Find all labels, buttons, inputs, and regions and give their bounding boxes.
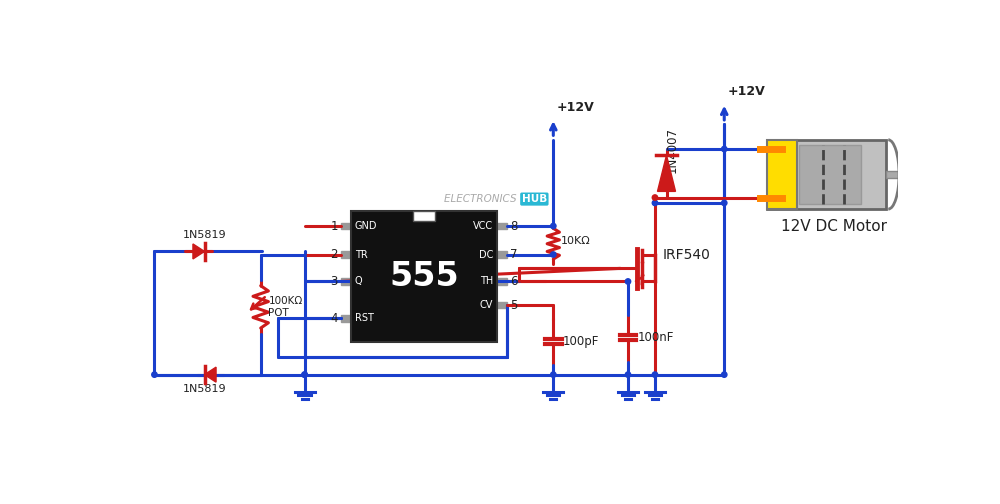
Bar: [799, 145, 861, 204]
Circle shape: [625, 372, 631, 377]
Polygon shape: [205, 367, 216, 382]
Bar: [886, 170, 905, 178]
Text: 1N4007: 1N4007: [666, 128, 679, 173]
Bar: [351, 211, 497, 342]
Bar: [767, 140, 797, 209]
Circle shape: [152, 372, 157, 377]
Text: GND: GND: [355, 221, 377, 231]
Text: VCC: VCC: [473, 221, 493, 231]
Text: 6: 6: [510, 275, 518, 288]
Text: 3: 3: [330, 275, 338, 288]
Bar: [497, 278, 507, 285]
Text: 5: 5: [510, 299, 518, 312]
Bar: [341, 223, 351, 229]
Text: Q: Q: [355, 277, 362, 286]
Text: RST: RST: [355, 313, 374, 324]
Text: TH: TH: [480, 277, 493, 286]
Circle shape: [625, 279, 631, 284]
Text: 555: 555: [389, 260, 459, 293]
Text: DC: DC: [479, 249, 493, 260]
Circle shape: [302, 372, 307, 377]
Bar: [497, 302, 507, 308]
Bar: [341, 278, 351, 285]
Text: TR: TR: [355, 249, 367, 260]
Circle shape: [722, 200, 727, 206]
Circle shape: [551, 252, 556, 257]
Bar: [341, 251, 351, 258]
Text: 100KΩ
POT: 100KΩ POT: [268, 296, 303, 318]
Text: 10KΩ: 10KΩ: [561, 236, 591, 246]
Text: 1: 1: [330, 220, 338, 232]
Circle shape: [722, 372, 727, 377]
Text: +12V: +12V: [556, 101, 594, 113]
Bar: [767, 140, 886, 209]
Circle shape: [722, 146, 727, 152]
Text: 100pF: 100pF: [563, 335, 599, 348]
Text: 2: 2: [330, 248, 338, 261]
Text: IRF540: IRF540: [663, 247, 711, 262]
Polygon shape: [657, 155, 676, 192]
Polygon shape: [193, 244, 205, 259]
Circle shape: [551, 372, 556, 377]
Text: 100nF: 100nF: [637, 331, 674, 344]
Circle shape: [302, 372, 307, 377]
Text: 4: 4: [330, 312, 338, 325]
Text: ELECTRONICS: ELECTRONICS: [444, 194, 520, 204]
Circle shape: [652, 200, 658, 206]
Circle shape: [551, 223, 556, 229]
Text: +12V: +12V: [727, 85, 765, 98]
Bar: [341, 316, 351, 322]
Text: CV: CV: [480, 300, 493, 310]
Circle shape: [652, 195, 658, 200]
Text: 1N5819: 1N5819: [183, 384, 226, 394]
Text: 8: 8: [510, 220, 518, 232]
Text: 1N5819: 1N5819: [183, 229, 226, 239]
Text: 7: 7: [510, 248, 518, 261]
Bar: [497, 223, 507, 229]
Bar: [413, 211, 435, 221]
Bar: [497, 251, 507, 258]
Text: HUB: HUB: [522, 194, 547, 204]
Circle shape: [652, 372, 658, 377]
Text: 12V DC Motor: 12V DC Motor: [781, 219, 887, 233]
